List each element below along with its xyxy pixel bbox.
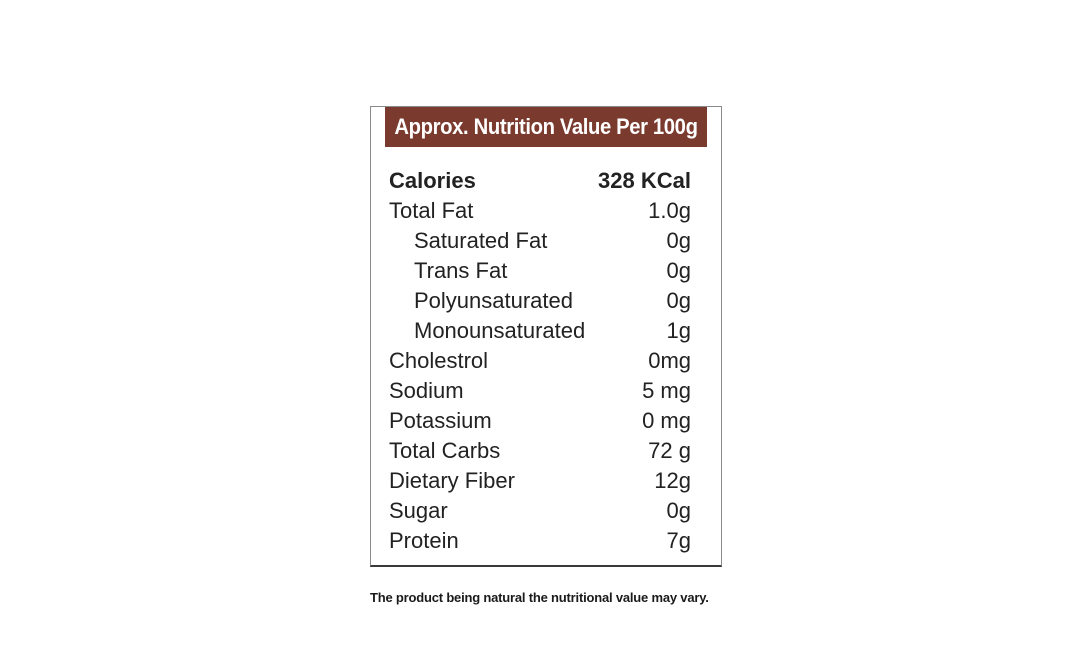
nutrition-label-title: Approx. Nutrition Value Per 100g — [385, 107, 707, 147]
nutrition-row: Potassium 0 mg — [389, 406, 691, 436]
nutrient-name: Calories — [389, 168, 476, 193]
nutrient-name: Protein — [389, 528, 459, 553]
nutrient-name: Saturated Fat — [414, 228, 548, 253]
nutrient-amount: 5 mg — [642, 378, 691, 403]
nutrient-amount: 0g — [666, 258, 691, 283]
nutrition-row: Monounsaturated 1g — [389, 316, 691, 346]
nutrition-row: Trans Fat 0g — [389, 256, 691, 286]
nutrient-amount: 12g — [654, 468, 691, 493]
nutrition-row: Protein 7g — [389, 526, 691, 556]
disclaimer-note: The product being natural the nutritiona… — [370, 590, 709, 605]
nutrient-name: Sugar — [389, 498, 448, 523]
nutrient-amount: 1.0g — [648, 198, 691, 223]
nutrient-amount: 0g — [666, 228, 691, 253]
nutrition-row: Saturated Fat 0g — [389, 226, 691, 256]
nutrition-row: Sodium 5 mg — [389, 376, 691, 406]
nutrient-name: Sodium — [389, 378, 464, 403]
nutrition-row: Polyunsaturated 0g — [389, 286, 691, 316]
nutrient-name: Total Carbs — [389, 438, 501, 463]
nutrient-name: Cholestrol — [389, 348, 489, 373]
nutrient-name: Total Fat — [389, 198, 474, 223]
nutrient-amount: 0g — [666, 498, 691, 523]
nutrition-row: Total Carbs 72 g — [389, 436, 691, 466]
nutrient-name: Dietary Fiber — [389, 468, 515, 493]
nutrient-amount: 72 g — [648, 438, 691, 463]
nutrient-name: Polyunsaturated — [414, 288, 573, 313]
nutrition-row: Total Fat 1.0g — [389, 196, 691, 226]
nutrition-label: Approx. Nutrition Value Per 100g Calorie… — [370, 106, 722, 567]
nutrient-amount: 328 KCal — [598, 168, 691, 193]
nutrient-name: Trans Fat — [414, 258, 508, 283]
nutrition-row: Sugar 0g — [389, 496, 691, 526]
nutrient-amount: 0mg — [648, 348, 691, 373]
nutrient-amount: 7g — [666, 528, 691, 553]
nutrient-name: Monounsaturated — [414, 318, 586, 343]
nutrition-rows: Calories 328 KCal Total Fat 1.0g Saturated F… — [389, 166, 691, 556]
nutrient-amount: 0g — [666, 288, 691, 313]
nutrient-amount: 1g — [666, 318, 691, 343]
nutrition-row: Cholestrol 0mg — [389, 346, 691, 376]
nutrient-amount: 0 mg — [642, 408, 691, 433]
nutrient-name: Potassium — [389, 408, 492, 433]
nutrition-row: Calories 328 KCal — [389, 166, 691, 196]
nutrition-row: Dietary Fiber 12g — [389, 466, 691, 496]
